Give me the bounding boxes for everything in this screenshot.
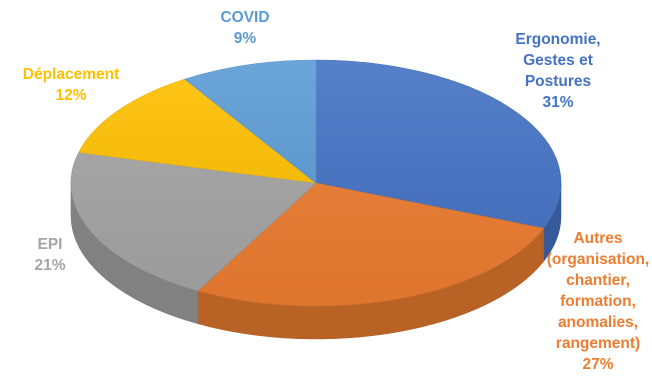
pie-tops	[70, 59, 562, 307]
slice-label-line-1-5: rangement)	[556, 335, 640, 352]
slice-percent-3: 12%	[55, 87, 86, 104]
slice-label-4: COVID 9%	[220, 9, 269, 47]
slice-percent-4: 9%	[234, 30, 257, 47]
slice-label-line-2-0: EPI	[38, 236, 63, 253]
slice-label-line-1-0: Autres	[573, 230, 622, 247]
slice-label-line-1-4: anomalies,	[558, 314, 638, 331]
slice-label-line-1-1: (organisation,	[547, 251, 649, 268]
slice-label-line-0-2: Postures	[525, 73, 591, 90]
slice-label-0: Ergonomie, Gestes et Postures 31%	[515, 31, 600, 111]
pie-labels: Ergonomie, Gestes et Postures 31% Autres (org…	[23, 9, 649, 373]
slice-percent-2: 21%	[34, 257, 65, 274]
slice-label-line-0-0: Ergonomie,	[515, 31, 600, 48]
slice-percent-0: 31%	[542, 94, 573, 111]
slice-percent-1: 27%	[582, 356, 613, 373]
slice-label-line-0-1: Gestes et	[523, 52, 593, 69]
slice-label-3: Déplacement 12%	[23, 66, 119, 104]
slice-label-line-3-0: Déplacement	[23, 66, 119, 83]
slice-label-2: EPI 21%	[34, 236, 65, 274]
slice-label-line-4-0: COVID	[220, 9, 269, 26]
slice-label-line-1-2: chantier,	[566, 272, 630, 289]
slice-label-1: Autres (organisation, chantier, formation, a…	[547, 230, 649, 373]
pie-top-sheen	[71, 60, 561, 306]
slice-label-line-1-3: formation,	[560, 293, 636, 310]
